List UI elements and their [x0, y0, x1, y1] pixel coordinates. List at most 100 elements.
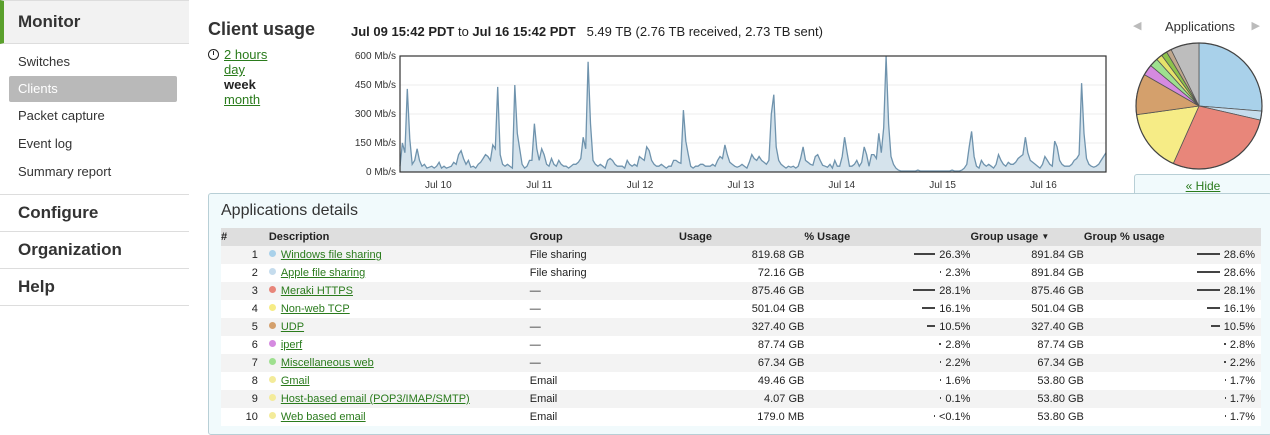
col-usage[interactable]: Usage: [678, 228, 805, 246]
date-range-summary: Jul 09 15:42 PDT to Jul 16 15:42 PDT 5.4…: [351, 24, 823, 39]
app-link[interactable]: UDP: [280, 321, 305, 333]
row-group: —: [529, 282, 679, 300]
x-tick-label: Jul 11: [526, 180, 552, 191]
nav-summary-report[interactable]: Summary report: [18, 164, 112, 179]
hide-link[interactable]: « Hide: [1185, 179, 1221, 193]
app-link[interactable]: Gmail: [280, 375, 310, 387]
nav-clients[interactable]: Clients: [9, 76, 177, 102]
col-group[interactable]: Group: [529, 228, 679, 246]
nav-packet-capture[interactable]: Packet capture: [18, 108, 105, 123]
nav-help[interactable]: Help: [18, 277, 55, 296]
row-group-usage: 891.84 GB: [970, 264, 1084, 282]
clock-icon: [208, 49, 219, 60]
app-link[interactable]: Meraki HTTPS: [280, 285, 353, 297]
col-index[interactable]: #: [221, 228, 263, 246]
y-tick-label: 600 Mb/s: [355, 51, 396, 62]
app-link[interactable]: Non-web TCP: [280, 303, 350, 315]
applications-table: # Description Group Usage % Usage Group …: [221, 228, 1261, 426]
y-tick-label: 150 Mb/s: [355, 138, 396, 149]
percent-bar: [939, 343, 942, 345]
y-tick-label: 300 Mb/s: [355, 109, 396, 120]
nav-event-log[interactable]: Event log: [18, 136, 73, 151]
row-percent: 16.1%: [804, 300, 971, 318]
x-tick-label: Jul 14: [828, 180, 855, 191]
col-group-percent-usage[interactable]: Group % usage: [1083, 228, 1261, 246]
row-usage: 87.74 GB: [678, 336, 805, 354]
range-day[interactable]: day: [224, 62, 245, 77]
group-percent-value: 28.1%: [1223, 285, 1255, 297]
row-usage: 327.40 GB: [678, 318, 805, 336]
app-link[interactable]: Miscellaneous web: [280, 357, 374, 369]
row-description: Apple file sharing: [262, 264, 530, 282]
row-group-percent: 10.5%: [1083, 318, 1261, 336]
app-link[interactable]: Windows file sharing: [280, 249, 382, 261]
group-percent-value: 1.7%: [1229, 393, 1255, 405]
group-percent-bar: [1211, 325, 1220, 327]
nav-switches[interactable]: Switches: [18, 54, 71, 69]
table-row: 7 Miscellaneous web —67.34 GB 2.2% 67.34 GB 2…: [221, 354, 1261, 372]
row-index: 9: [221, 390, 263, 408]
app-link[interactable]: iperf: [280, 339, 303, 351]
range-month[interactable]: month: [224, 92, 261, 107]
col-percent-usage[interactable]: % Usage: [804, 228, 971, 246]
row-group: File sharing: [529, 264, 679, 282]
row-percent: 0.1%: [804, 390, 971, 408]
row-usage: 819.68 GB: [678, 246, 805, 264]
percent-bar: [922, 307, 936, 309]
row-description: Gmail: [262, 372, 530, 390]
row-description: Miscellaneous web: [262, 354, 530, 372]
table-row: 2 Apple file sharing File sharing 72.16 GB 2…: [221, 264, 1261, 282]
percent-value: 26.3%: [939, 249, 971, 261]
row-group-percent: 28.1%: [1083, 282, 1261, 300]
percent-bar: [940, 379, 942, 381]
app-color-dot: [268, 412, 276, 419]
group-percent-value: 28.6%: [1223, 267, 1255, 279]
range-2-hours[interactable]: 2 hours: [224, 47, 268, 62]
row-group-percent: 16.1%: [1083, 300, 1261, 318]
app-color-dot: [268, 322, 276, 329]
panel-title: Applications details: [221, 202, 358, 219]
nav-monitor[interactable]: Monitor: [0, 0, 189, 44]
row-group-percent: 28.6%: [1083, 264, 1261, 282]
x-tick-label: Jul 12: [627, 180, 654, 191]
app-link[interactable]: Host-based email (POP3/IMAP/SMTP): [280, 393, 470, 405]
x-tick-label: Jul 10: [425, 180, 452, 191]
previous-arrow-icon[interactable]: ◀: [1133, 20, 1142, 32]
col-description[interactable]: Description: [262, 228, 530, 246]
app-color-dot: [268, 304, 276, 311]
row-group-usage: 327.40 GB: [970, 318, 1084, 336]
app-link[interactable]: Apple file sharing: [280, 267, 366, 279]
next-arrow-icon[interactable]: ▶: [1251, 20, 1260, 32]
group-percent-bar: [1206, 307, 1220, 309]
table-row: 6 iperf —87.74 GB 2.8% 87.74 GB 2.8%: [221, 336, 1261, 354]
percent-value: 0.1%: [945, 393, 971, 405]
app-link[interactable]: Web based email: [280, 411, 366, 423]
nav-organization[interactable]: Organization: [18, 240, 122, 259]
col-group-usage[interactable]: Group usage ▼: [970, 228, 1084, 246]
row-index: 6: [221, 336, 263, 354]
sidebar: Monitor Switches Clients Packet capture …: [0, 0, 189, 426]
percent-bar: [933, 415, 935, 417]
row-description: iperf: [262, 336, 530, 354]
time-range-selector: 2 hours day week month: [208, 47, 267, 107]
y-grid: [400, 55, 1106, 173]
pie-title: Applications: [1164, 19, 1236, 34]
row-usage: 49.46 GB: [678, 372, 805, 390]
row-group-percent: 1.7%: [1083, 372, 1261, 390]
date-from: Jul 09 15:42 PDT: [351, 24, 455, 39]
monitor-section: Monitor Switches Clients Packet capture …: [0, 0, 189, 195]
applications-details-panel: Applications details # Description Group…: [208, 193, 1270, 435]
group-percent-value: 1.7%: [1229, 411, 1255, 423]
app-color-dot: [268, 340, 276, 347]
group-percent-bar: [1197, 289, 1220, 291]
group-percent-value: 16.1%: [1223, 303, 1255, 315]
group-percent-bar: [1224, 379, 1226, 381]
page-title: Client usage: [208, 19, 316, 39]
row-group: —: [529, 354, 679, 372]
row-group: —: [529, 318, 679, 336]
group-percent-bar: [1224, 361, 1226, 363]
table-body: 1 Windows file sharing File sharing 819.68 …: [221, 246, 1261, 426]
range-week-selected: week: [224, 77, 256, 92]
nav-configure[interactable]: Configure: [18, 203, 99, 222]
group-percent-value: 1.7%: [1229, 375, 1255, 387]
